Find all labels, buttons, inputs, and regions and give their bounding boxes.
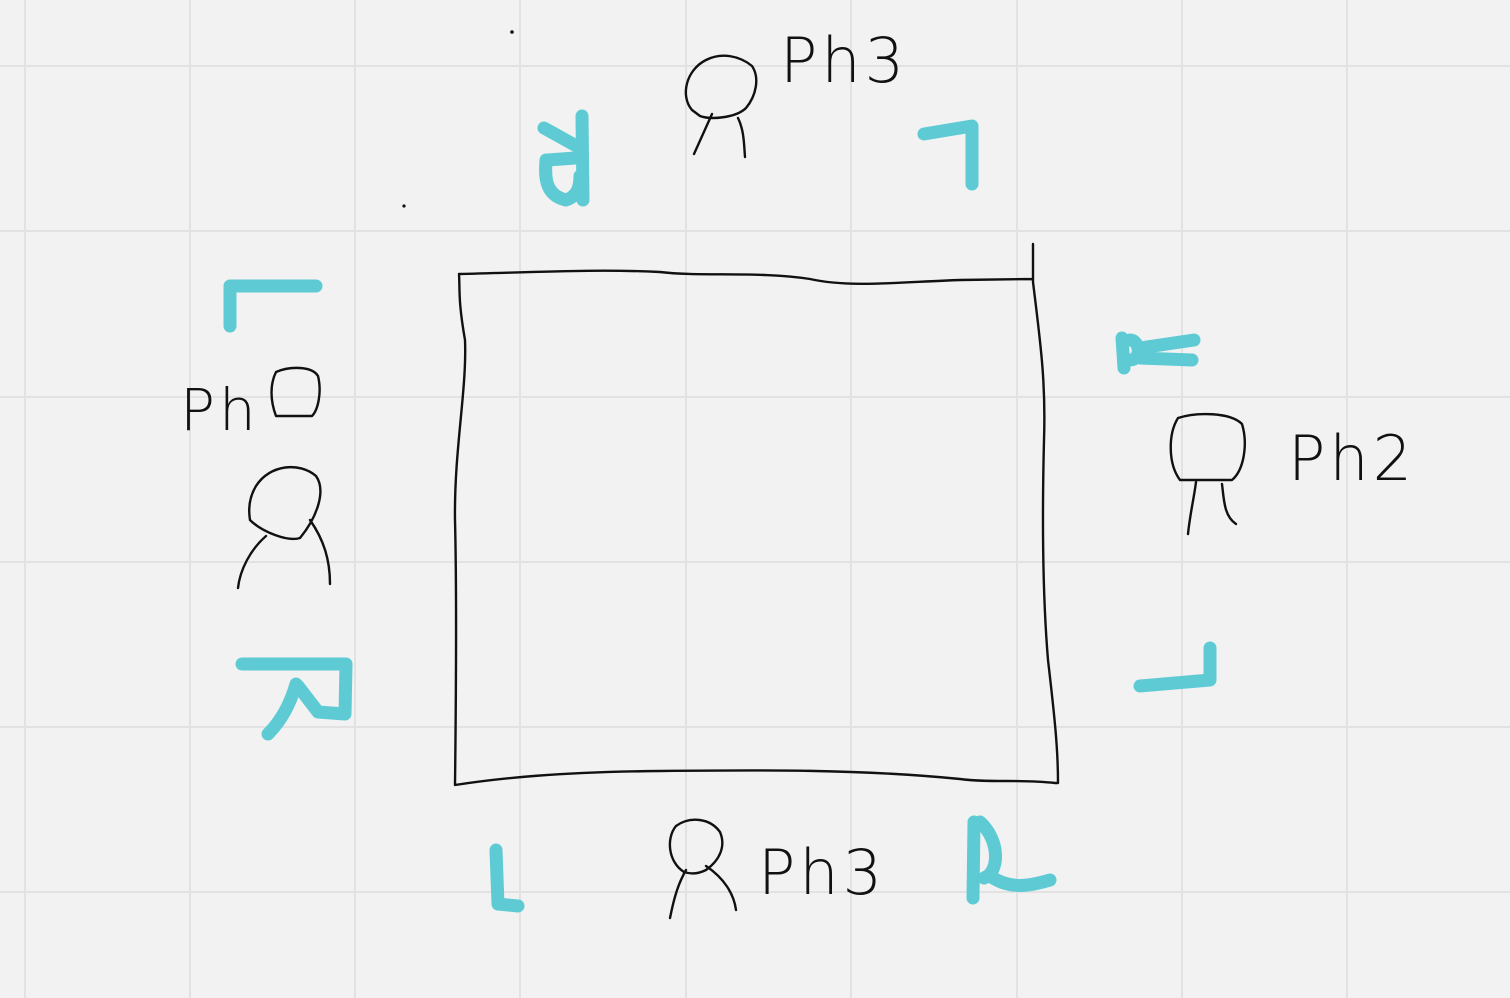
player-left-zero xyxy=(270,366,321,418)
marker-right-bottom-L xyxy=(1133,641,1217,693)
ink-dot xyxy=(402,204,406,208)
player-top-figure xyxy=(684,54,758,159)
marker-bottom-right-R xyxy=(966,815,1057,905)
marker-top-left-R xyxy=(537,109,590,207)
ink-dot xyxy=(510,30,514,34)
player-right-label: Ph2 xyxy=(1288,422,1416,495)
marker-left-bottom-R xyxy=(235,657,353,741)
player-top-label: Ph3 xyxy=(780,24,908,97)
marker-top-right-L xyxy=(917,119,979,191)
marker-right-top-R xyxy=(1115,331,1201,375)
table-rectangle xyxy=(453,242,1060,787)
player-left-figure xyxy=(236,465,332,590)
player-right-figure xyxy=(1169,412,1246,536)
marker-bottom-left-L xyxy=(489,843,525,913)
player-left-label: Ph xyxy=(180,376,260,444)
player-bottom-label: Ph3 xyxy=(758,836,886,909)
marker-left-top-L xyxy=(223,279,323,333)
player-bottom-figure xyxy=(668,818,738,920)
